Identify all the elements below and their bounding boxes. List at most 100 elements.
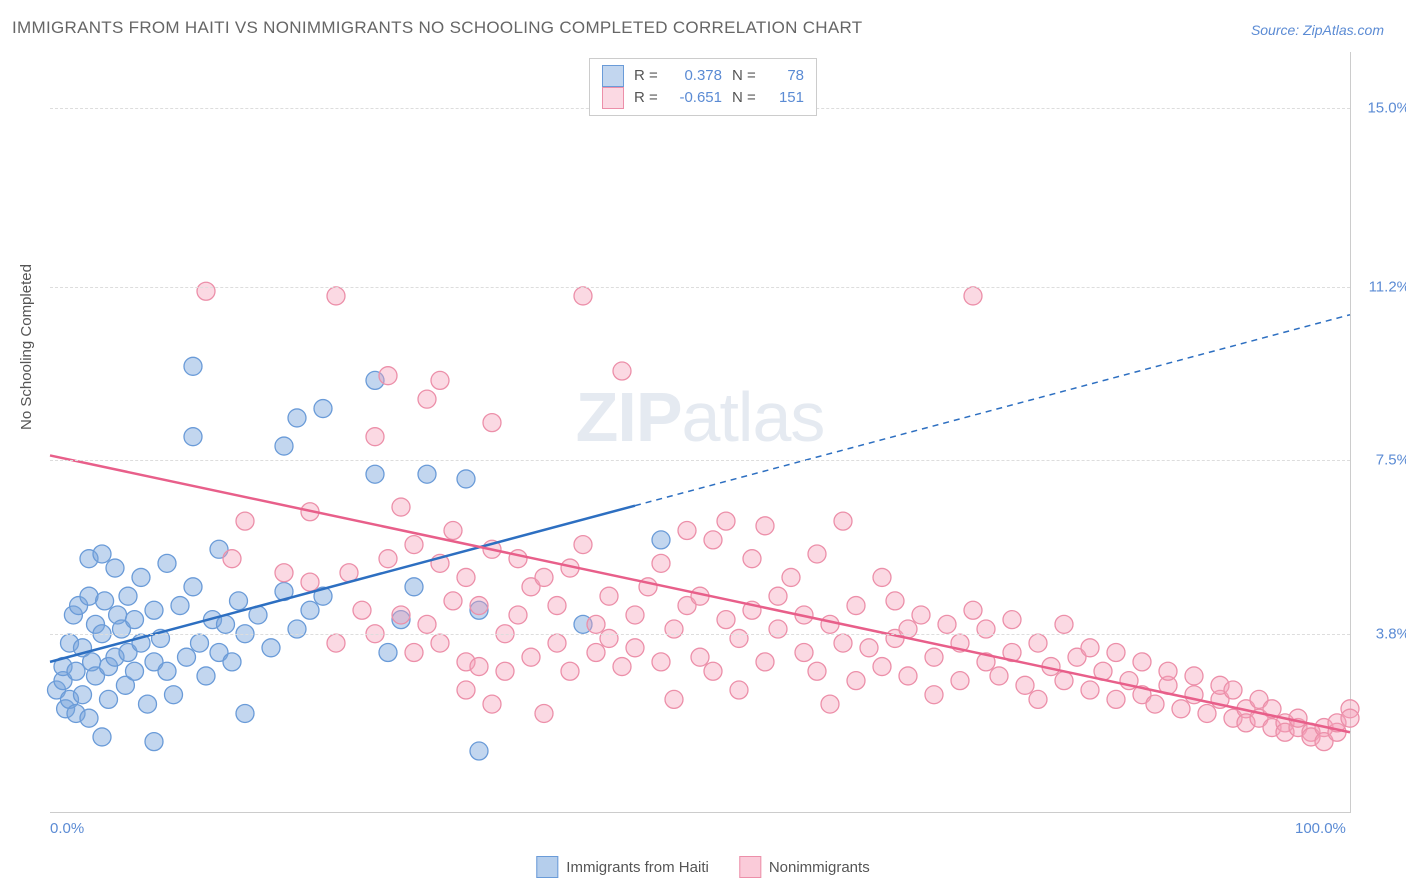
scatter-point [665, 690, 683, 708]
scatter-point [756, 653, 774, 671]
scatter-point [951, 672, 969, 690]
scatter-point [262, 639, 280, 657]
x-tick-label: 100.0% [1295, 820, 1346, 837]
scatter-point [223, 550, 241, 568]
scatter-point [1289, 709, 1307, 727]
scatter-point [379, 643, 397, 661]
scatter-point [139, 695, 157, 713]
scatter-point [145, 601, 163, 619]
scatter-point [626, 606, 644, 624]
scatter-point [730, 629, 748, 647]
gridline [50, 634, 1350, 635]
legend-r-label: R = [634, 87, 662, 109]
scatter-point [106, 559, 124, 577]
scatter-point [1107, 690, 1125, 708]
scatter-point [327, 287, 345, 305]
scatter-point [899, 620, 917, 638]
scatter-point [418, 615, 436, 633]
scatter-point [847, 597, 865, 615]
scatter-point [1029, 634, 1047, 652]
legend-item: Immigrants from Haiti [536, 856, 709, 878]
scatter-point [470, 597, 488, 615]
scatter-point [1159, 662, 1177, 680]
scatter-point [496, 662, 514, 680]
scatter-point [93, 545, 111, 563]
scatter-point [126, 662, 144, 680]
scatter-point [782, 568, 800, 586]
legend-r-value: 0.378 [672, 65, 722, 87]
scatter-point [548, 634, 566, 652]
scatter-point [444, 592, 462, 610]
scatter-point [509, 550, 527, 568]
scatter-point [431, 634, 449, 652]
scatter-point [171, 597, 189, 615]
scatter-point [704, 531, 722, 549]
scatter-point [191, 634, 209, 652]
scatter-point [1133, 653, 1151, 671]
scatter-point [795, 643, 813, 661]
scatter-point [379, 550, 397, 568]
scatter-point [990, 667, 1008, 685]
scatter-point [600, 629, 618, 647]
scatter-point [938, 615, 956, 633]
scatter-point [587, 643, 605, 661]
scatter-point [587, 615, 605, 633]
scatter-point [457, 470, 475, 488]
legend-swatch [739, 856, 761, 878]
scatter-point [574, 536, 592, 554]
scatter-point [470, 742, 488, 760]
scatter-point [1055, 615, 1073, 633]
gridline [50, 287, 1350, 288]
scatter-point [1003, 611, 1021, 629]
legend-swatch [602, 87, 624, 109]
scatter-point [119, 587, 137, 605]
source-attribution: Source: ZipAtlas.com [1251, 22, 1384, 38]
scatter-point [1055, 672, 1073, 690]
scatter-point [1016, 676, 1034, 694]
scatter-point [808, 545, 826, 563]
y-tick-label: 11.2% [1360, 278, 1406, 295]
legend-r-label: R = [634, 65, 662, 87]
legend-correlation: R =0.378N =78R =-0.651N =151 [589, 58, 817, 116]
scatter-point [964, 601, 982, 619]
scatter-point [178, 648, 196, 666]
scatter-point [379, 367, 397, 385]
scatter-point [769, 620, 787, 638]
scatter-point [1029, 690, 1047, 708]
scatter-point [613, 362, 631, 380]
scatter-point [1341, 709, 1359, 727]
scatter-point [925, 686, 943, 704]
scatter-point [834, 634, 852, 652]
scatter-point [405, 643, 423, 661]
scatter-point [126, 611, 144, 629]
scatter-point [977, 620, 995, 638]
scatter-point [184, 357, 202, 375]
scatter-point [730, 681, 748, 699]
scatter-point [483, 695, 501, 713]
scatter-point [873, 658, 891, 676]
scatter-point [301, 601, 319, 619]
scatter-point [886, 592, 904, 610]
scatter-point [184, 578, 202, 596]
scatter-point [1198, 704, 1216, 722]
scatter-point [392, 606, 410, 624]
legend-label: Nonimmigrants [769, 859, 870, 876]
scatter-point [652, 554, 670, 572]
scatter-point [964, 287, 982, 305]
scatter-point [418, 390, 436, 408]
scatter-point [405, 536, 423, 554]
scatter-point [821, 615, 839, 633]
scatter-point [275, 564, 293, 582]
scatter-point [899, 667, 917, 685]
scatter-point [873, 568, 891, 586]
scatter-point [483, 414, 501, 432]
scatter-point [769, 587, 787, 605]
scatter-point [652, 531, 670, 549]
scatter-point [288, 409, 306, 427]
scatter-point [834, 512, 852, 530]
legend-series: Immigrants from Haiti Nonimmigrants [536, 856, 869, 878]
chart-svg [50, 52, 1350, 812]
scatter-point [275, 437, 293, 455]
scatter-point [808, 662, 826, 680]
scatter-point [548, 597, 566, 615]
